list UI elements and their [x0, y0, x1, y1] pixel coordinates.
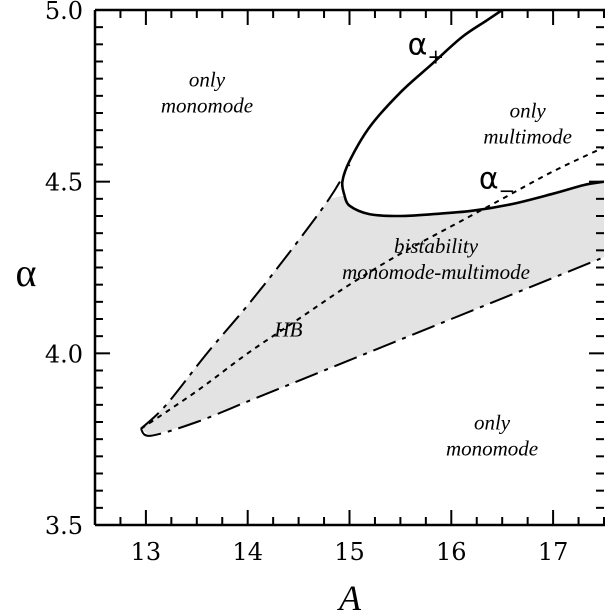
y-tick-label: 4.5 [45, 169, 83, 197]
x-tick-label: 14 [232, 538, 263, 566]
region-label: monomode [446, 437, 538, 461]
region-label: multimode [483, 124, 572, 148]
curve-4 [140, 256, 604, 437]
region-label: only [189, 67, 226, 91]
shaded-region-layer [140, 181, 604, 436]
curves-layer [140, 10, 604, 437]
y-tick-label: 4.0 [45, 340, 83, 368]
x-tick-label: 17 [538, 538, 569, 566]
region-label: monomode-multimode [342, 260, 530, 284]
region-label: HB [273, 317, 302, 341]
curve-label: α+ [408, 28, 445, 69]
region-label: bistability [394, 234, 479, 258]
curve-0 [340, 10, 503, 196]
curve-2 [140, 146, 604, 430]
region-label: monomode [161, 93, 253, 117]
ticks-layer: 13 14 15 16 17 3.5 4.0 4.5 5.0 [45, 0, 605, 566]
y-tick-label: 3.5 [45, 512, 83, 540]
x-tick-label: 15 [334, 538, 365, 566]
y-axis-label: α [16, 250, 37, 295]
bistability-shaded-region [140, 181, 604, 436]
curve-3 [140, 163, 351, 430]
curve-1 [343, 180, 604, 218]
x-tick-label: 16 [436, 538, 467, 566]
y-tick-label: 5.0 [45, 0, 83, 25]
x-axis-label: A [337, 578, 362, 615]
curve-label: α− [479, 162, 516, 203]
region-label: only [510, 98, 547, 122]
region-label: only [474, 411, 511, 435]
x-tick-label: 13 [131, 538, 162, 566]
